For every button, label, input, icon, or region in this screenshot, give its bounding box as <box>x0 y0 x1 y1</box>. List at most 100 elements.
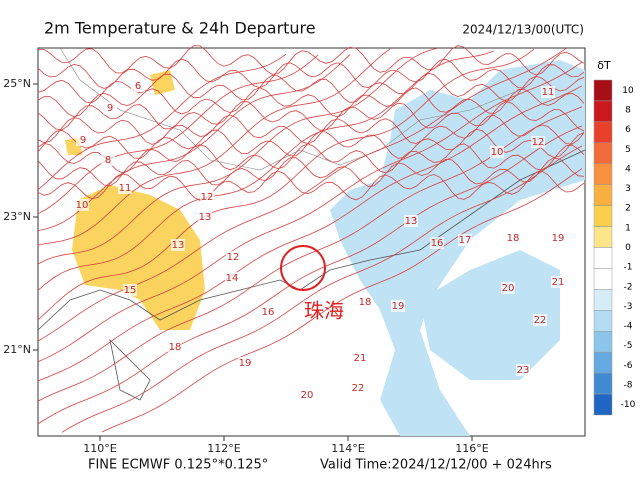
color-box <box>593 100 613 123</box>
warm-anomaly <box>72 185 205 330</box>
label-bg <box>168 341 182 353</box>
label-bg <box>458 234 472 246</box>
color-box <box>593 184 613 206</box>
axes: 110°E 112°E 114°E 116°E 25°N 23°N 21°N <box>3 77 489 455</box>
colorbar-tick: 4 <box>625 164 631 174</box>
color-box <box>593 79 613 102</box>
cold-anomaly <box>420 250 560 380</box>
contour-label: 11 <box>542 87 555 98</box>
label-bg <box>501 282 515 294</box>
contour-line <box>37 61 583 363</box>
contour-line <box>37 50 495 291</box>
contour-labels: 8 9 10 11 12 13 14 16 18 19 20 21 22 18 19 17 18 19 16 20 21… <box>75 80 565 401</box>
colorbar-tick: 0 <box>625 243 631 253</box>
label-bg <box>353 352 367 364</box>
color-box <box>593 351 613 374</box>
label-bg <box>531 136 545 148</box>
highlight-circle <box>280 245 326 291</box>
color-box <box>593 372 613 395</box>
color-box <box>593 331 613 353</box>
contour-label: 19 <box>552 233 565 244</box>
contour-label: 14 <box>226 273 239 284</box>
contour-line <box>37 142 585 174</box>
color-box <box>593 205 613 227</box>
contour-label: 12 <box>532 137 545 148</box>
contour-line <box>101 168 583 433</box>
contour-label: 9 <box>107 103 113 114</box>
contour-label: 11 <box>119 183 132 194</box>
contour-line <box>37 114 585 145</box>
contours <box>37 45 585 433</box>
contour-label: 9 <box>80 135 86 146</box>
contour-label: 19 <box>239 358 252 369</box>
label-bg <box>76 134 90 146</box>
footer-left: FINE ECMWF 0.125°*0.125° <box>88 458 268 473</box>
coastline <box>37 149 586 331</box>
label-bg <box>551 276 565 288</box>
colorbar-tick: 5 <box>625 145 631 155</box>
label-bg <box>391 300 405 312</box>
color-box <box>593 268 613 290</box>
lon-label: 110°E <box>83 442 116 455</box>
annotation: 珠海 <box>304 299 344 323</box>
contour-line <box>37 101 585 132</box>
colorbar-tick: 1 <box>625 223 631 233</box>
label-bg <box>75 199 89 211</box>
colorbar-tick: -8 <box>624 380 633 390</box>
label-bg <box>200 191 214 203</box>
colorbar-tick: -2 <box>624 282 633 292</box>
color-box <box>593 142 613 164</box>
label-bg <box>171 239 185 251</box>
colorbar-label: δT <box>597 59 611 72</box>
color-box <box>593 310 613 332</box>
label-bg <box>118 182 132 194</box>
lat-label: 23°N <box>3 210 31 223</box>
contour-label: 10 <box>491 147 504 158</box>
label-bg <box>358 296 372 308</box>
coastline <box>109 338 151 401</box>
colorbar-tick: 6 <box>625 125 631 135</box>
contour-label: 12 <box>227 252 240 263</box>
contour-label: 18 <box>359 297 372 308</box>
colorbar-tick: 8 <box>625 106 631 116</box>
contour-line <box>37 45 585 76</box>
map: 珠海 8 9 10 11 12 13 14 16 18 19 20 21 22 18 19 17 18 19 16 2… <box>37 45 586 437</box>
contour-label: 23 <box>517 365 530 376</box>
contour-label: 20 <box>301 390 314 401</box>
color-box <box>593 121 613 144</box>
contour-line <box>37 53 287 191</box>
contour-line <box>37 157 585 187</box>
contour-label: 13 <box>199 212 212 223</box>
contour-line <box>37 48 391 246</box>
color-box <box>593 163 613 185</box>
contour-line <box>37 170 585 201</box>
label-bg <box>238 357 252 369</box>
colorbar-tick: -5 <box>624 341 633 351</box>
contour-line <box>37 54 319 215</box>
contour-label: 22 <box>534 315 547 326</box>
label-bg <box>533 314 547 326</box>
contour-label: 13 <box>172 240 185 251</box>
label-bg <box>261 306 275 318</box>
contour-line <box>37 58 585 89</box>
lat-label: 25°N <box>3 77 31 90</box>
label-bg <box>551 232 565 244</box>
contour-label: 21 <box>354 353 367 364</box>
label-bg <box>101 154 115 166</box>
label-bg <box>430 237 444 249</box>
contour-line <box>37 85 583 382</box>
label-bg <box>225 272 239 284</box>
contour-line <box>37 72 585 104</box>
label-bg <box>506 232 520 244</box>
cold-anomaly <box>330 60 585 436</box>
label-bg <box>131 80 145 92</box>
label-bg <box>516 364 530 376</box>
label-bg <box>490 146 504 158</box>
contour-label: 8 <box>105 155 111 166</box>
color-box <box>593 393 613 416</box>
lon-label: 116°E <box>455 442 488 455</box>
color-box <box>593 226 613 248</box>
contour-label: 13 <box>405 216 418 227</box>
